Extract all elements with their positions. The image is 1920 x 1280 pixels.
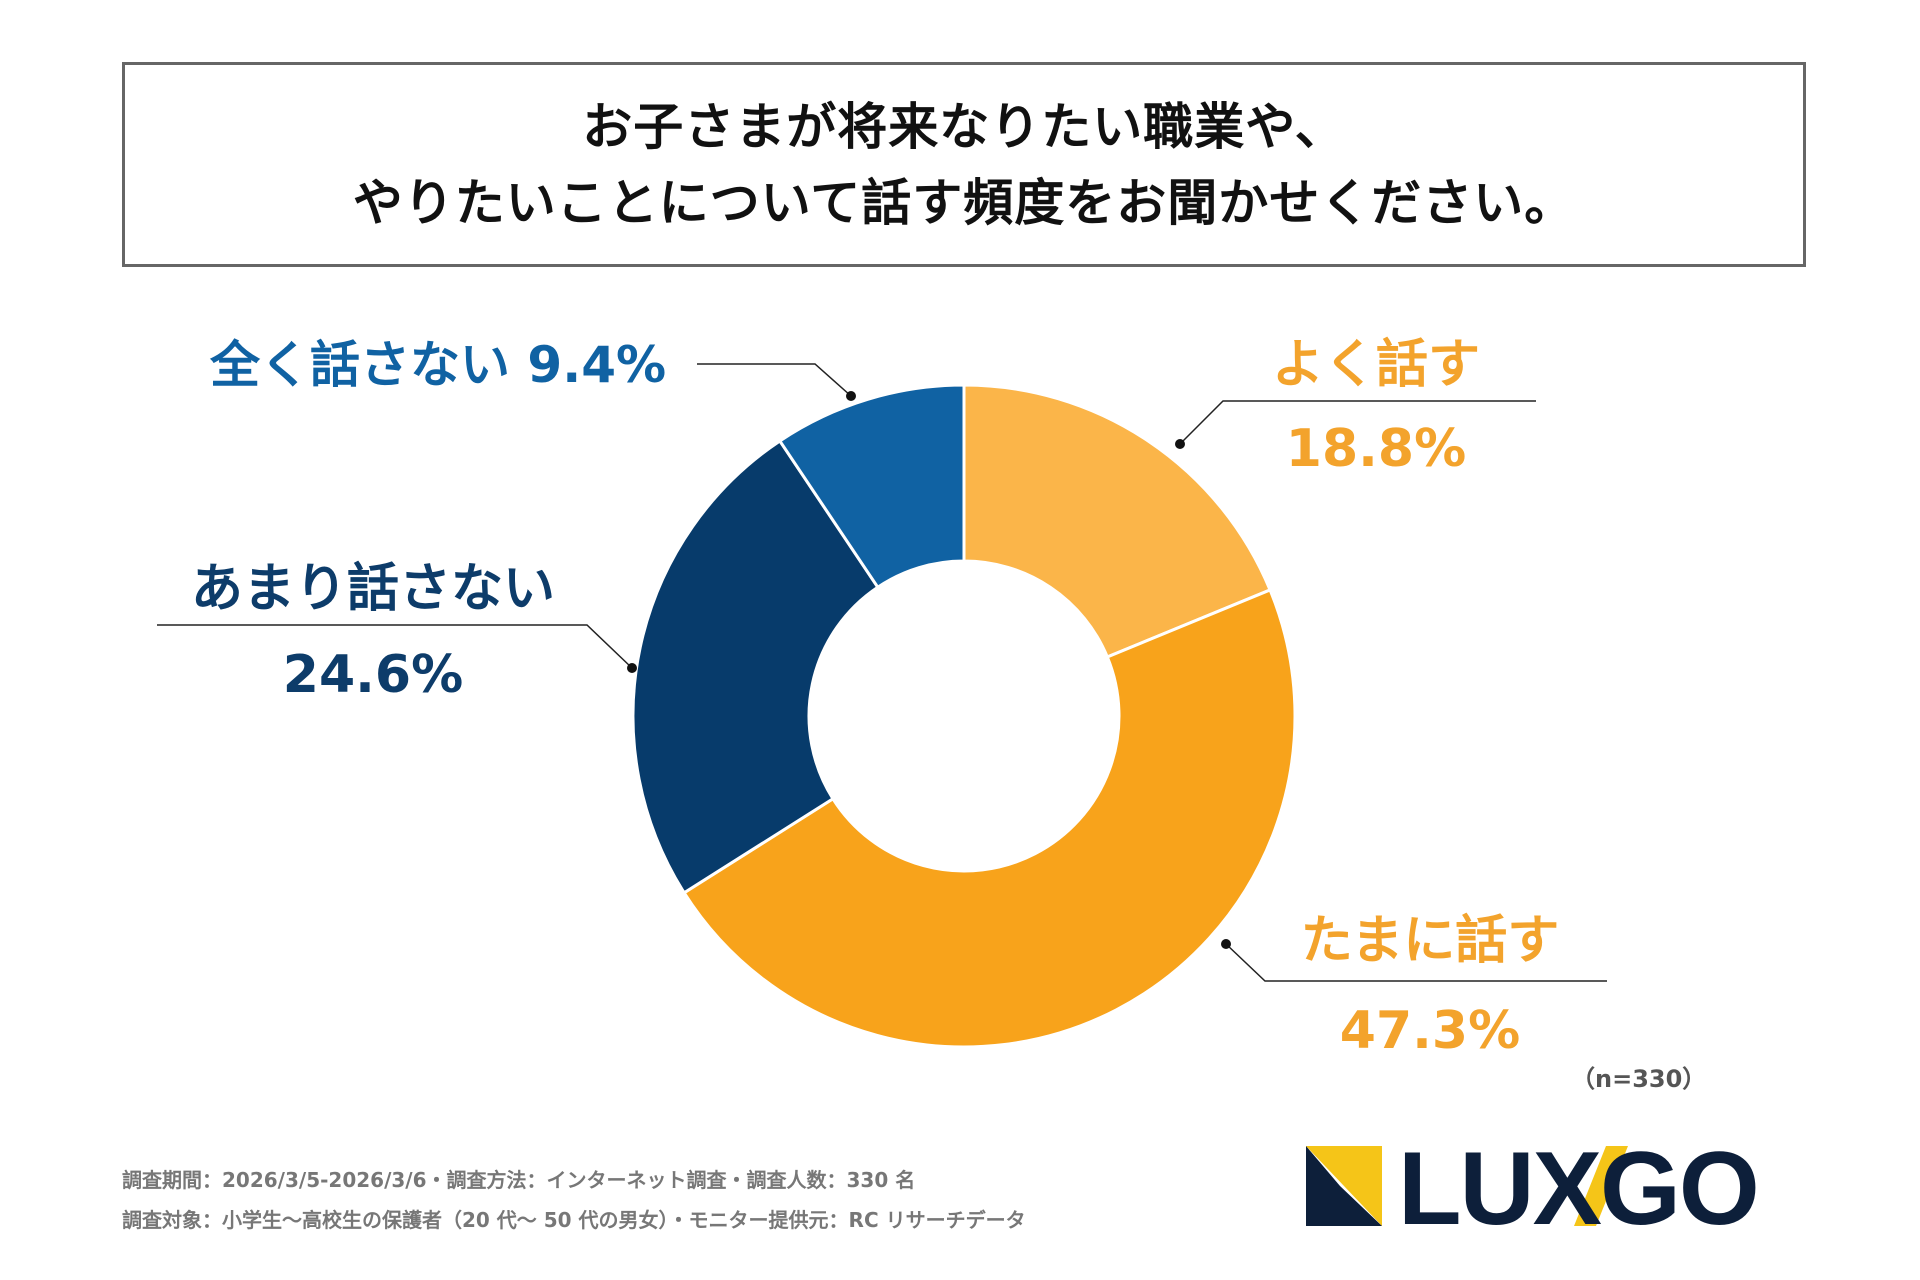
donut-slice-3 — [631, 438, 880, 895]
slice-category-label-3: あまり話さない — [191, 559, 555, 619]
slice-category-label-2: たまに話す — [1301, 911, 1559, 971]
slice-category-label-1: よく話す — [1272, 335, 1480, 395]
title-line-2: やりたいことについて話す頻度をお聞かせください。 — [352, 173, 1576, 232]
luxgo-logo: LUXGO — [1306, 1140, 1760, 1232]
leader-dot-1 — [1175, 439, 1185, 449]
logo-text: LUXGO — [1398, 1140, 1758, 1232]
slice-value-label-3: 24.6% — [283, 645, 463, 705]
title-line-1: お子さまが将来なりたい職業や、 — [582, 97, 1346, 156]
leader-dot-4 — [846, 391, 856, 401]
donut-slice-4 — [777, 383, 966, 590]
leader-line-3 — [157, 624, 633, 669]
leader-line-2 — [1225, 943, 1607, 982]
donut-slice-2 — [682, 587, 1297, 1049]
leader-line-4 — [697, 363, 852, 397]
survey-footer: 調査期間：2026/3/5-2026/3/6・調査方法：インターネット調査・調査… — [122, 1160, 1026, 1240]
footer-line-1: 調査期間：2026/3/5-2026/3/6・調査方法：インターネット調査・調査… — [122, 1168, 916, 1192]
footer-line-2: 調査対象：小学生〜高校生の保護者（20 代〜 50 代の男女）・モニター提供元：… — [122, 1208, 1026, 1232]
slice-value-label-2: 47.3% — [1340, 1001, 1520, 1061]
leader-dot-2 — [1221, 939, 1231, 949]
slice-label-4: 全く話さない 9.4% — [209, 336, 666, 394]
logo-slash — [1574, 1146, 1628, 1226]
leader-dot-3 — [627, 663, 637, 673]
sample-size-note: （n=330） — [1571, 1065, 1707, 1093]
leader-line-1 — [1179, 400, 1536, 445]
logo-mark-corner — [1306, 1146, 1382, 1226]
title-box: お子さまが将来なりたい職業や、 やりたいことについて話す頻度をお聞かせください。 — [122, 62, 1806, 267]
logo-mark-triangle — [1306, 1146, 1382, 1226]
slice-value-label-1: 18.8% — [1286, 419, 1466, 479]
donut-slice-1 — [962, 383, 1273, 659]
